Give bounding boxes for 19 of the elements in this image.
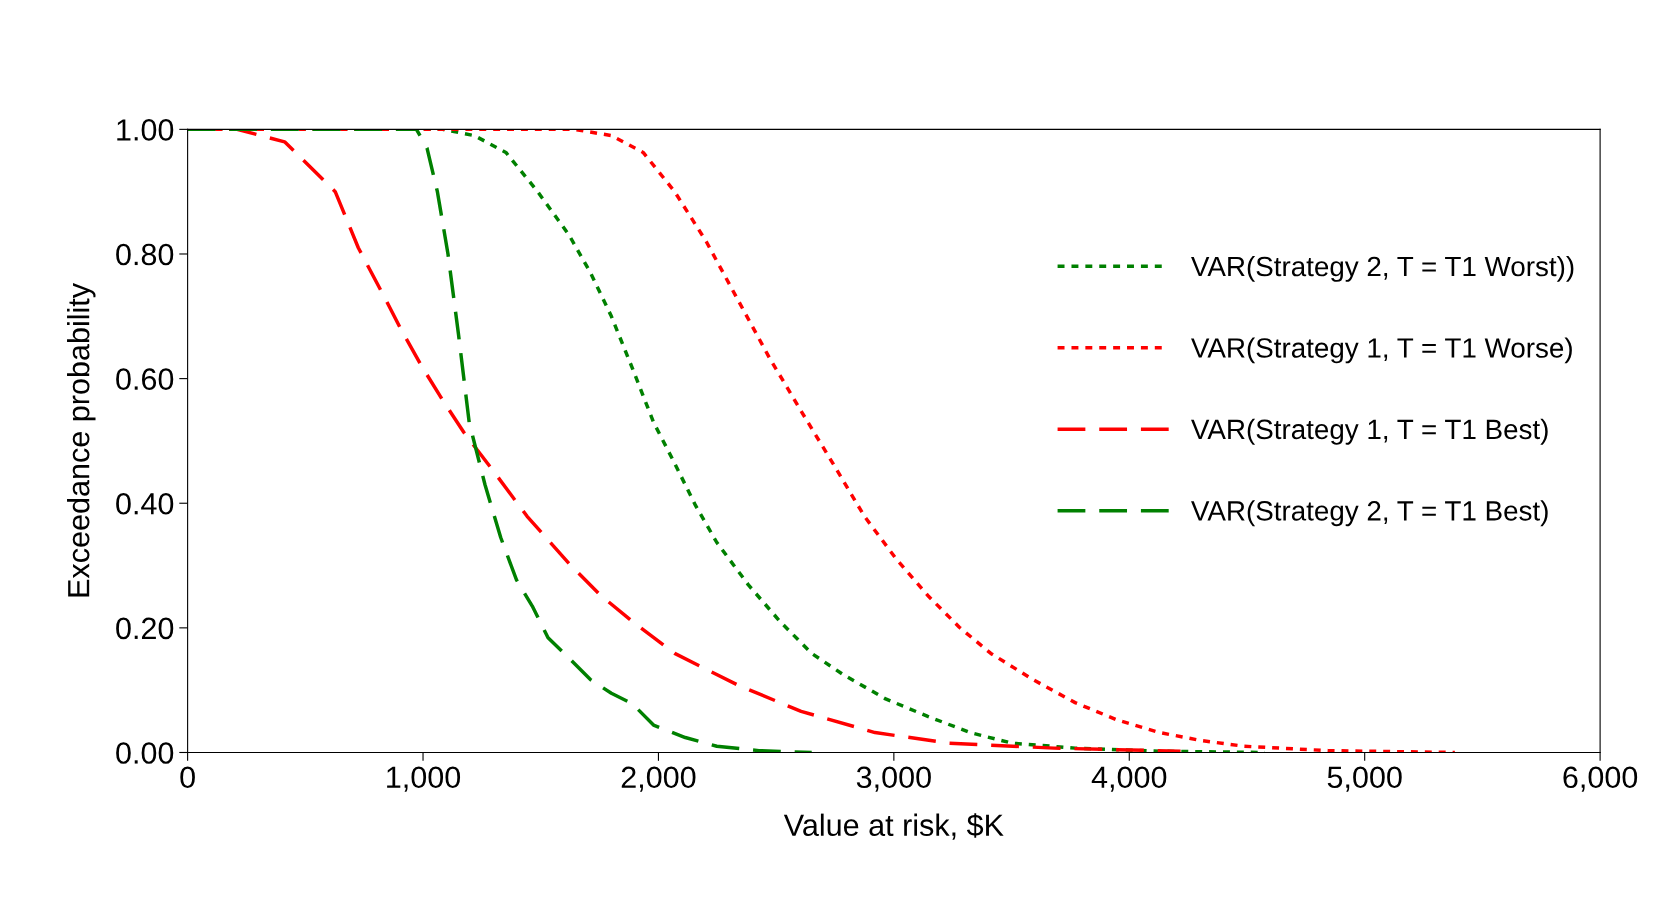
y-tick-label: 0.20 xyxy=(116,617,174,640)
x-tick-label: 0 xyxy=(180,766,195,789)
y-tick-label: 1.00 xyxy=(117,119,174,141)
y-tick-label: 0.60 xyxy=(116,368,174,390)
legend-label: VAR(Strategy 1, T = T1 Worse) xyxy=(1191,337,1572,364)
x-tick-label: 4,000 xyxy=(1091,766,1167,792)
y-tick-label: 0.80 xyxy=(116,243,174,266)
x-axis-title: Value at risk, $K xyxy=(783,813,1004,840)
y-axis-title: Exceedance probability xyxy=(67,283,96,597)
x-tick-label: 6,000 xyxy=(1563,766,1638,792)
x-tick-label: 1,000 xyxy=(387,766,461,792)
x-tick-label: 3,000 xyxy=(856,766,931,792)
x-tick-label: 2,000 xyxy=(621,766,696,792)
legend-label: VAR(Strategy 1, T = T1 Best) xyxy=(1191,418,1548,445)
legend-label: VAR(Strategy 2, T = T1 Best) xyxy=(1191,500,1548,527)
y-tick-label: 0.40 xyxy=(116,492,174,515)
x-tick-label: 5,000 xyxy=(1327,766,1402,792)
legend-label: VAR(Strategy 2, T = T1 Worst)) xyxy=(1191,255,1574,282)
y-tick-label: 0.00 xyxy=(116,742,174,764)
